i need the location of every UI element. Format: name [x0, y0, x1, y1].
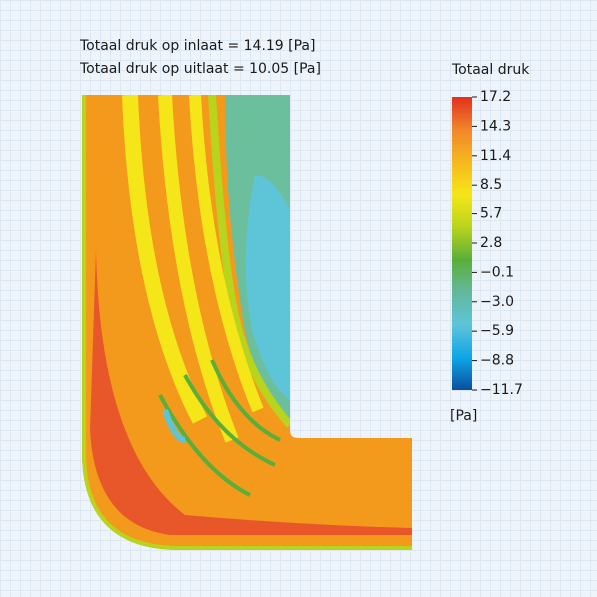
colorbar-tick-label: 5.7: [480, 206, 502, 222]
colorbar-tick-label: 11.4: [480, 148, 511, 164]
colorbar-tick-label: −5.9: [480, 323, 514, 339]
colorbar-tick-label: 14.3: [480, 118, 511, 134]
colorbar-unit: [Pa]: [450, 408, 477, 424]
annotation: Totaal druk op uitlaat = 10.05 [Pa]: [79, 61, 321, 77]
colorbar-tick-label: −0.1: [480, 264, 514, 280]
flow-field: [82, 95, 412, 550]
colorbar-tick-label: −11.7: [480, 382, 523, 398]
colorbar-tick-label: 8.5: [480, 177, 502, 193]
colorbar-title: Totaal druk: [451, 62, 530, 78]
colorbar: [452, 97, 472, 390]
colorbar-tick-label: 2.8: [480, 235, 502, 251]
colorbar-tick-label: −3.0: [480, 294, 514, 310]
annotation: Totaal druk op inlaat = 14.19 [Pa]: [79, 38, 315, 54]
colorbar-tick-label: −8.8: [480, 353, 514, 369]
colorbar-tick-label: 17.2: [480, 89, 511, 105]
